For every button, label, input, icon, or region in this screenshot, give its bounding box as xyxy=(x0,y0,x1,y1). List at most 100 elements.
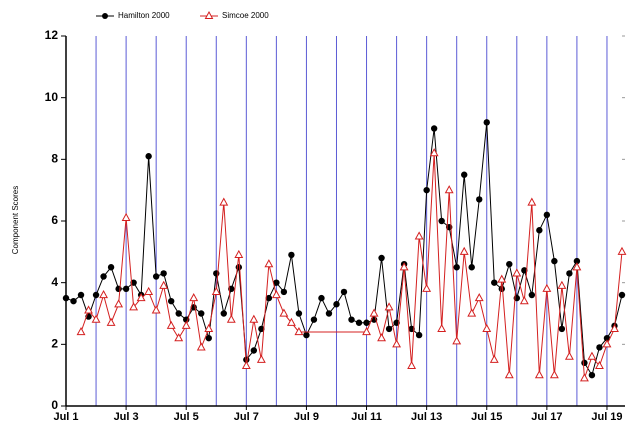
point xyxy=(250,347,258,354)
point xyxy=(461,171,468,178)
point xyxy=(264,259,274,268)
point xyxy=(551,257,558,265)
point xyxy=(258,325,265,333)
legend-marker xyxy=(102,13,108,19)
point xyxy=(265,294,273,302)
point xyxy=(534,370,544,379)
point xyxy=(549,370,559,379)
point xyxy=(333,301,340,308)
point xyxy=(399,262,409,271)
y-axis-label: Component Scores xyxy=(11,186,20,254)
point xyxy=(362,326,371,336)
point xyxy=(489,354,499,363)
x-tick-label: Jul 9 xyxy=(294,411,319,422)
point xyxy=(219,197,229,206)
point xyxy=(159,280,169,289)
point xyxy=(558,325,566,333)
point xyxy=(542,283,552,292)
point xyxy=(519,296,529,305)
y-tick-label: 12 xyxy=(45,28,59,42)
point xyxy=(422,283,432,292)
point xyxy=(181,320,191,329)
point xyxy=(288,251,295,259)
point xyxy=(378,254,385,262)
point xyxy=(310,316,318,323)
point xyxy=(369,308,379,317)
y-tick-label: 2 xyxy=(51,337,58,351)
point xyxy=(617,246,627,255)
point xyxy=(415,331,423,339)
x-tick-label: Jul 3 xyxy=(114,411,139,422)
point xyxy=(234,249,244,259)
point xyxy=(467,308,477,317)
point xyxy=(392,339,402,348)
point xyxy=(271,289,281,299)
point xyxy=(581,359,588,367)
point xyxy=(77,291,85,299)
legend-marker xyxy=(204,10,214,19)
x-tick-label: Jul 7 xyxy=(234,411,259,422)
y-tick-label: 4 xyxy=(51,275,58,289)
point xyxy=(84,305,93,314)
point xyxy=(610,323,619,333)
y-tick-label: 8 xyxy=(51,152,58,166)
point xyxy=(226,314,236,323)
point xyxy=(384,302,394,311)
point xyxy=(497,274,507,283)
x-tick-label: Jul 13 xyxy=(411,411,442,422)
point xyxy=(91,314,101,323)
x-tick-label: Jul 1 xyxy=(53,411,78,422)
point xyxy=(62,294,70,302)
point xyxy=(363,319,370,326)
point xyxy=(144,286,154,296)
point xyxy=(453,264,460,271)
x-tick-label: Jul 15 xyxy=(471,411,502,422)
point xyxy=(145,153,152,160)
point xyxy=(167,297,175,305)
point xyxy=(588,371,596,379)
point xyxy=(423,186,430,194)
series-line xyxy=(80,153,623,379)
point xyxy=(107,264,115,271)
point xyxy=(249,314,259,323)
point xyxy=(483,119,490,126)
x-tick-label: Jul 5 xyxy=(174,411,199,422)
y-tick-label: 0 xyxy=(51,398,58,412)
point xyxy=(303,331,310,339)
point xyxy=(564,351,574,360)
point xyxy=(325,310,333,317)
point xyxy=(279,308,289,317)
point xyxy=(430,125,438,132)
point xyxy=(175,310,182,317)
point xyxy=(437,323,447,333)
point xyxy=(340,288,348,296)
point xyxy=(602,339,612,348)
point xyxy=(273,279,280,286)
point xyxy=(468,264,475,271)
point xyxy=(220,310,227,317)
y-tick-label: 10 xyxy=(45,90,59,104)
point xyxy=(618,291,626,299)
point xyxy=(136,293,146,302)
series-line xyxy=(65,122,623,377)
point xyxy=(152,273,160,280)
point xyxy=(452,336,462,345)
point xyxy=(318,294,325,302)
point xyxy=(204,323,214,333)
point xyxy=(166,320,176,329)
point xyxy=(595,360,604,370)
y-tick-label: 6 xyxy=(51,213,58,227)
point xyxy=(92,291,100,299)
point xyxy=(491,279,498,286)
point xyxy=(543,211,551,219)
point xyxy=(385,325,393,333)
point xyxy=(603,334,611,342)
point xyxy=(189,293,199,302)
point xyxy=(476,196,483,203)
x-tick-label: Jul 17 xyxy=(531,411,562,422)
point xyxy=(205,334,212,342)
point xyxy=(572,262,582,271)
point xyxy=(348,316,355,323)
point xyxy=(121,212,131,222)
